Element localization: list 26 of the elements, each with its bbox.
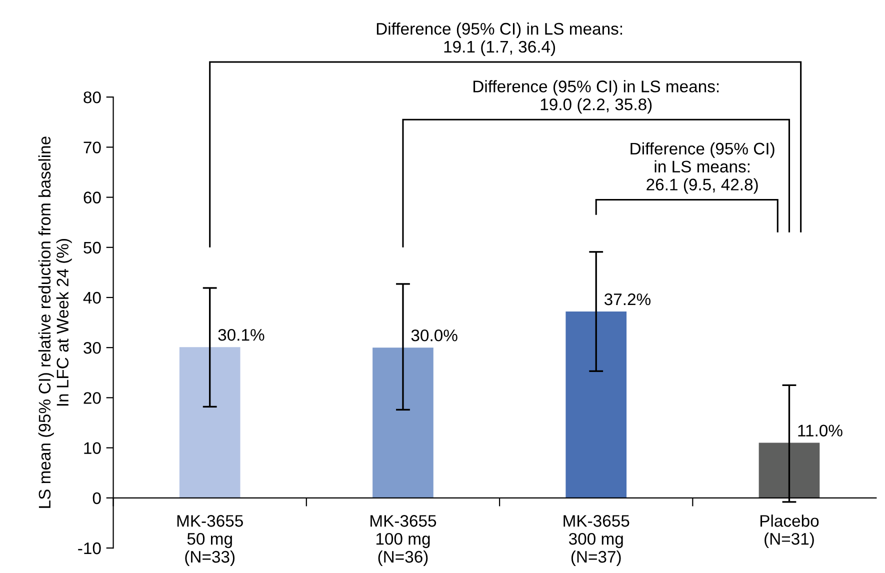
y-tick-label: 70 — [84, 142, 101, 154]
x-tick-label: MK-3655 300 mg (N=37) — [564, 515, 630, 566]
y-tick-label: 30 — [84, 342, 101, 354]
y-axis-title: LS mean (95% CI) relative reduction from baseline In LFC at Week 24 (%) — [38, 136, 72, 508]
y-tick-label: -10 — [78, 542, 101, 554]
bar — [758, 442, 820, 498]
bar — [179, 347, 240, 498]
annotation: Difference (95% CI) in LS means: 26.1 (9.5, 42.8) — [630, 142, 774, 194]
bar — [566, 312, 627, 498]
y-tick-label: 40 — [83, 292, 101, 304]
y-tick-label: 50 — [84, 242, 101, 254]
data-label: 30.0% — [411, 329, 458, 342]
text: Difference (95% CI) in LS means: 19.1 (1.7, 36.4) — [376, 22, 622, 56]
data-label: 30.1% — [218, 328, 264, 341]
x-tick-label: Placebo (N=31) — [760, 514, 819, 548]
bar — [372, 348, 434, 498]
x-tick-label: MK-3655 100 mg (N=36) — [370, 515, 436, 566]
y-tick-label: 80 — [84, 91, 101, 104]
y-tick-label: 20 — [84, 392, 101, 404]
x-tick-label: MK-3655 50 mg (N=33) — [177, 515, 243, 566]
annotation: Difference (95% CI) in LS means: 19.0 (2.2, 35.8) — [474, 80, 719, 114]
y-tick-label: 60 — [84, 192, 101, 204]
y-tick-label: 0 — [92, 492, 101, 504]
data-label: 11.0% — [798, 424, 842, 436]
data-label: 37.2% — [604, 293, 650, 306]
y-tick-label: 10 — [84, 442, 101, 454]
